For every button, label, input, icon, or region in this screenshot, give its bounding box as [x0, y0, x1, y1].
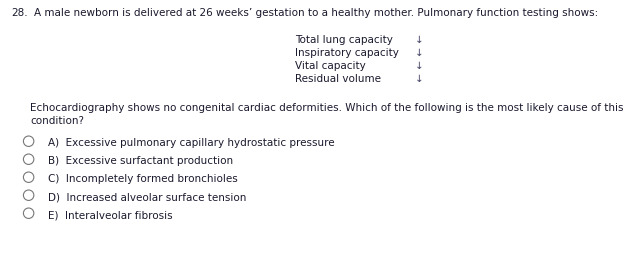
Text: Inspiratory capacity: Inspiratory capacity — [295, 48, 399, 58]
Text: ↓: ↓ — [415, 48, 424, 58]
Text: Residual volume: Residual volume — [295, 74, 381, 84]
Text: Vital capacity: Vital capacity — [295, 61, 366, 71]
Text: ↓: ↓ — [415, 74, 424, 84]
Text: C)  Incompletely formed bronchioles: C) Incompletely formed bronchioles — [48, 174, 238, 184]
Text: A)  Excessive pulmonary capillary hydrostatic pressure: A) Excessive pulmonary capillary hydrost… — [48, 138, 334, 148]
Text: condition?: condition? — [30, 116, 84, 126]
Text: E)  Interalveolar fibrosis: E) Interalveolar fibrosis — [48, 210, 173, 220]
Text: ↓: ↓ — [415, 61, 424, 71]
Text: B)  Excessive surfactant production: B) Excessive surfactant production — [48, 156, 233, 166]
Text: ↓: ↓ — [415, 35, 424, 45]
Text: Echocardiography shows no congenital cardiac deformities. Which of the following: Echocardiography shows no congenital car… — [30, 103, 624, 113]
Text: A male newborn is delivered at 26 weeks’ gestation to a healthy mother. Pulmonar: A male newborn is delivered at 26 weeks’… — [34, 8, 598, 18]
Text: D)  Increased alveolar surface tension: D) Increased alveolar surface tension — [48, 192, 246, 202]
Text: Total lung capacity: Total lung capacity — [295, 35, 393, 45]
Text: 28.: 28. — [11, 8, 28, 18]
